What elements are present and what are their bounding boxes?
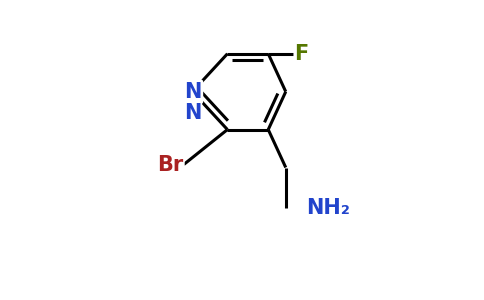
Text: F: F [294, 44, 309, 64]
Text: NH₂: NH₂ [306, 198, 350, 218]
Text: Br: Br [157, 154, 183, 175]
Text: N: N [184, 82, 201, 102]
Text: N: N [184, 103, 201, 123]
